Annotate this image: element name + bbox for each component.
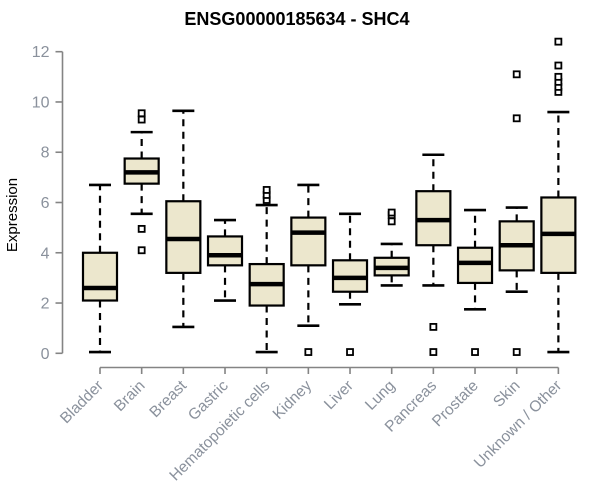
- iqr-box: [456, 246, 494, 285]
- x-category-label: Brain: [111, 377, 149, 415]
- iqr-box: [81, 251, 119, 302]
- y-tick-label: 6: [41, 195, 50, 212]
- x-category-label: Bladder: [57, 377, 107, 427]
- outlier-point: [554, 72, 563, 81]
- outlier-point: [387, 217, 396, 226]
- box-group: [248, 186, 285, 354]
- x-category-label: Liver: [321, 377, 357, 413]
- outlier-point: [512, 114, 521, 123]
- y-tick-label: 10: [32, 94, 50, 111]
- outlier-point: [346, 348, 354, 356]
- outlier-point: [137, 109, 146, 118]
- y-axis-label: Expression: [4, 178, 21, 252]
- y-tick-label: 8: [41, 145, 50, 162]
- box-group: [290, 183, 327, 356]
- box-group: [81, 183, 119, 354]
- box-group: [540, 37, 577, 354]
- outlier-point: [512, 348, 521, 356]
- chart-title: ENSG00000185634 - SHC4: [184, 9, 409, 29]
- outlier-point: [429, 323, 438, 331]
- y-tick-label: 4: [41, 245, 50, 262]
- outlier-point: [387, 208, 396, 217]
- box-group: [165, 109, 202, 329]
- outlier-point: [429, 348, 438, 356]
- box-group: [206, 218, 244, 302]
- outlier-point: [137, 224, 146, 233]
- y-tick-label: 0: [41, 346, 50, 363]
- iqr-box: [206, 235, 244, 267]
- box-group: [456, 208, 494, 356]
- box-group: [415, 153, 452, 356]
- outlier-point: [554, 37, 563, 46]
- outlier-point: [304, 348, 313, 356]
- iqr-box: [290, 216, 327, 267]
- outlier-point: [512, 70, 521, 79]
- outlier-point: [554, 61, 563, 70]
- outlier-point: [471, 348, 479, 356]
- box-group: [331, 212, 369, 356]
- outlier-point: [137, 246, 146, 255]
- x-category-label: Lung: [362, 377, 398, 413]
- box-group: [123, 109, 160, 255]
- y-tick-label: 2: [41, 296, 50, 313]
- x-category-label: Kidney: [270, 377, 316, 423]
- x-category-label: Prostate: [429, 377, 482, 430]
- outlier-point: [262, 186, 271, 194]
- x-category-label: Breast: [146, 377, 190, 421]
- outlier-point: [137, 115, 146, 124]
- box-group: [498, 70, 535, 356]
- y-tick-label: 12: [32, 44, 50, 61]
- x-category-label: Skin: [490, 377, 523, 410]
- box-group: [373, 208, 410, 287]
- boxes-layer: [81, 37, 577, 356]
